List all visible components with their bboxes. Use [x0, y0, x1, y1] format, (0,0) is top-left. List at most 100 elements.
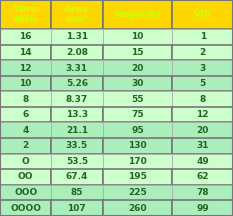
Text: 170: 170 [128, 157, 147, 166]
Bar [0, 200, 51, 216]
Text: 13.3: 13.3 [66, 110, 88, 119]
Bar [0, 154, 51, 169]
Text: OOO: OOO [14, 188, 37, 197]
Text: 49: 49 [196, 157, 209, 166]
Bar [103, 154, 172, 169]
Bar [172, 0, 233, 29]
Bar [51, 91, 103, 107]
Bar [103, 29, 172, 45]
Text: 53.5: 53.5 [66, 157, 88, 166]
Bar [103, 76, 172, 91]
Bar [51, 138, 103, 154]
Bar [172, 76, 233, 91]
Bar [172, 45, 233, 60]
Bar [51, 29, 103, 45]
Bar [172, 91, 233, 107]
Text: 8: 8 [23, 95, 29, 104]
Text: O: O [22, 157, 30, 166]
Text: 4: 4 [22, 126, 29, 135]
Text: 12: 12 [196, 110, 209, 119]
Text: 5: 5 [200, 79, 206, 88]
Bar [172, 154, 233, 169]
Bar [172, 29, 233, 45]
Text: 195: 195 [128, 172, 147, 181]
Bar [0, 169, 51, 185]
Text: 31: 31 [196, 141, 209, 150]
Text: 6: 6 [23, 110, 29, 119]
Bar [51, 154, 103, 169]
Text: VDI: VDI [194, 10, 212, 19]
Text: 3: 3 [200, 64, 206, 73]
Text: 1: 1 [200, 32, 206, 41]
Text: Wire
AWG: Wire AWG [14, 5, 38, 24]
Bar [103, 185, 172, 200]
Bar [51, 60, 103, 76]
Bar [103, 138, 172, 154]
Bar [51, 107, 103, 122]
Bar [51, 169, 103, 185]
Bar [0, 60, 51, 76]
Bar [172, 200, 233, 216]
Text: OO: OO [18, 172, 33, 181]
Text: 2: 2 [23, 141, 29, 150]
Bar [0, 0, 51, 29]
Bar [172, 60, 233, 76]
Text: 107: 107 [68, 203, 86, 213]
Bar [172, 107, 233, 122]
Bar [51, 185, 103, 200]
Bar [103, 0, 172, 29]
Text: 1.31: 1.31 [66, 32, 88, 41]
Text: 67.4: 67.4 [66, 172, 88, 181]
Text: OOOO: OOOO [10, 203, 41, 213]
Text: 30: 30 [131, 79, 144, 88]
Text: 10: 10 [19, 79, 32, 88]
Text: 20: 20 [131, 64, 144, 73]
Text: 12: 12 [19, 64, 32, 73]
Bar [0, 91, 51, 107]
Text: 10: 10 [131, 32, 144, 41]
Text: 5.26: 5.26 [66, 79, 88, 88]
Text: 8: 8 [200, 95, 206, 104]
Bar [0, 185, 51, 200]
Text: 75: 75 [131, 110, 144, 119]
Bar [51, 122, 103, 138]
Text: 55: 55 [131, 95, 144, 104]
Text: 85: 85 [71, 188, 83, 197]
Bar [51, 0, 103, 29]
Bar [103, 200, 172, 216]
Bar [51, 45, 103, 60]
Bar [172, 169, 233, 185]
Bar [0, 45, 51, 60]
Text: 20: 20 [196, 126, 209, 135]
Text: Ampacity: Ampacity [114, 10, 161, 19]
Bar [51, 200, 103, 216]
Bar [0, 76, 51, 91]
Text: 130: 130 [128, 141, 147, 150]
Bar [172, 138, 233, 154]
Text: 2: 2 [200, 48, 206, 57]
Text: 78: 78 [196, 188, 209, 197]
Text: 260: 260 [128, 203, 147, 213]
Bar [0, 138, 51, 154]
Bar [103, 91, 172, 107]
Text: 225: 225 [128, 188, 147, 197]
Text: 16: 16 [19, 32, 32, 41]
Bar [172, 122, 233, 138]
Bar [0, 29, 51, 45]
Text: 21.1: 21.1 [66, 126, 88, 135]
Text: 2.08: 2.08 [66, 48, 88, 57]
Bar [103, 45, 172, 60]
Bar [103, 107, 172, 122]
Text: 15: 15 [131, 48, 144, 57]
Text: 62: 62 [196, 172, 209, 181]
Text: Area
mm²: Area mm² [65, 5, 89, 24]
Text: 99: 99 [196, 203, 209, 213]
Text: 3.31: 3.31 [66, 64, 88, 73]
Bar [0, 122, 51, 138]
Text: 95: 95 [131, 126, 144, 135]
Bar [103, 60, 172, 76]
Bar [0, 107, 51, 122]
Text: 14: 14 [19, 48, 32, 57]
Text: 8.37: 8.37 [66, 95, 88, 104]
Bar [51, 76, 103, 91]
